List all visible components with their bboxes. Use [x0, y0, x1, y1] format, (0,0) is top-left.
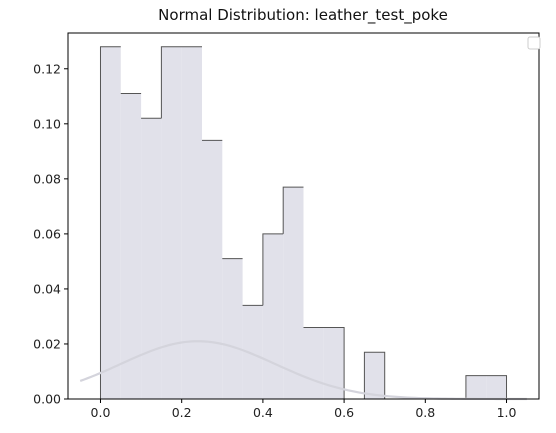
y-tick-label: 0.02 [33, 336, 61, 351]
y-tick-label: 0.00 [33, 392, 61, 407]
histogram-bar [242, 305, 263, 399]
histogram-bar [141, 118, 162, 399]
x-tick-label: 0.0 [91, 405, 111, 420]
x-axis-ticks: 0.0 0.2 0.4 0.6 0.8 1.0 [91, 399, 517, 420]
histogram-bar [181, 46, 202, 399]
histogram-bar [465, 375, 487, 399]
histogram-bar [283, 187, 304, 399]
histogram [99, 46, 508, 399]
x-tick-label: 0.6 [334, 405, 354, 420]
histogram-bar [100, 46, 121, 399]
y-axis-ticks: 0.00 0.02 0.04 0.06 0.08 0.10 0.12 [33, 61, 68, 407]
histogram-bar [161, 46, 182, 399]
histogram-bar [486, 375, 507, 399]
chart-title: Normal Distribution: leather_test_poke [158, 6, 448, 25]
histogram-bar [323, 327, 345, 399]
histogram-bar [303, 327, 324, 399]
legend-box [527, 36, 541, 50]
x-tick-label: 0.4 [253, 405, 273, 420]
histogram-bar [120, 93, 142, 399]
x-tick-label: 1.0 [497, 405, 517, 420]
y-tick-label: 0.06 [33, 226, 61, 241]
histogram-bar [201, 140, 223, 399]
y-tick-label: 0.08 [33, 171, 61, 186]
y-tick-label: 0.04 [33, 281, 61, 296]
histogram-bar [222, 258, 243, 399]
x-tick-label: 0.2 [172, 405, 192, 420]
y-tick-label: 0.10 [33, 116, 61, 131]
plot-frame [67, 32, 540, 400]
histogram-outline [99, 46, 508, 399]
x-tick-label: 0.8 [415, 405, 435, 420]
histogram-bar [262, 233, 284, 399]
histogram-bar [364, 352, 385, 399]
y-tick-label: 0.12 [33, 61, 61, 76]
